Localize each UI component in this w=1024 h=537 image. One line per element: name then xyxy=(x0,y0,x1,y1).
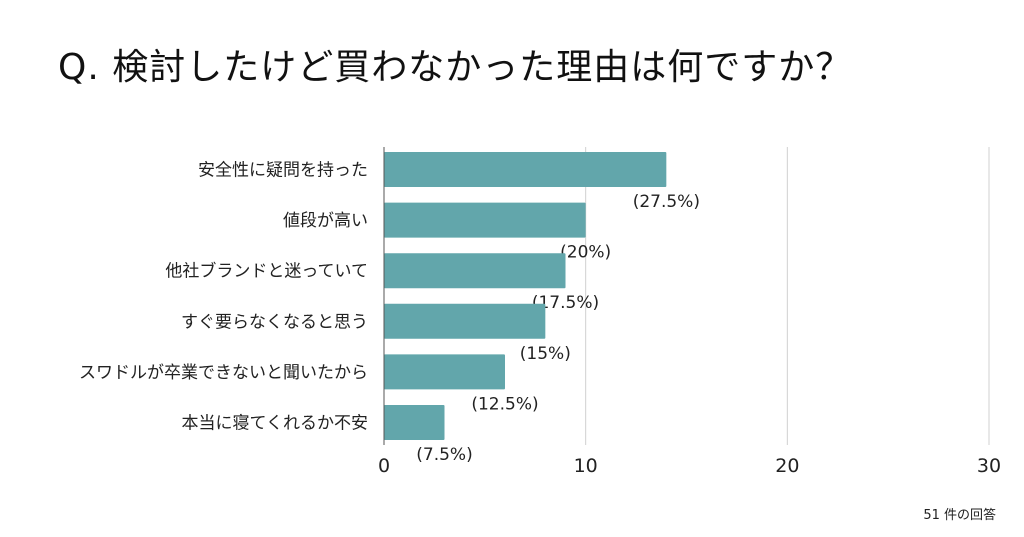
category-label: スワドルが卒業できないと聞いたから xyxy=(79,363,368,383)
data-label: (15%) xyxy=(520,344,571,364)
response-count: 51 件の回答 xyxy=(923,508,996,523)
data-label: (27.5%) xyxy=(633,192,700,212)
x-tick-label: 20 xyxy=(775,455,799,477)
data-label: (17.5%) xyxy=(532,293,599,313)
data-label: (20%) xyxy=(560,243,611,263)
bar xyxy=(384,405,445,440)
x-tick-label: 30 xyxy=(977,455,1001,477)
data-label: (12.5%) xyxy=(471,394,538,414)
data-label: (7.5%) xyxy=(416,445,472,465)
x-tick-label: 10 xyxy=(574,455,598,477)
category-label: 本当に寝てくれるか不安 xyxy=(182,413,369,434)
category-label: すぐ要らなくなると思う xyxy=(181,312,368,332)
chart-title: Q. 検討したけど買わなかった理由は何ですか？ xyxy=(58,47,853,88)
bar xyxy=(384,354,505,390)
category-label: 他社ブランドと迷っていて xyxy=(165,261,368,282)
bar xyxy=(384,152,667,187)
category-label: 安全性に疑問を持った xyxy=(198,161,368,181)
category-label: 値段が高い xyxy=(283,211,368,231)
bar xyxy=(384,253,566,289)
bar xyxy=(384,303,546,339)
bar xyxy=(384,202,586,238)
x-tick-label: 0 xyxy=(378,455,390,477)
